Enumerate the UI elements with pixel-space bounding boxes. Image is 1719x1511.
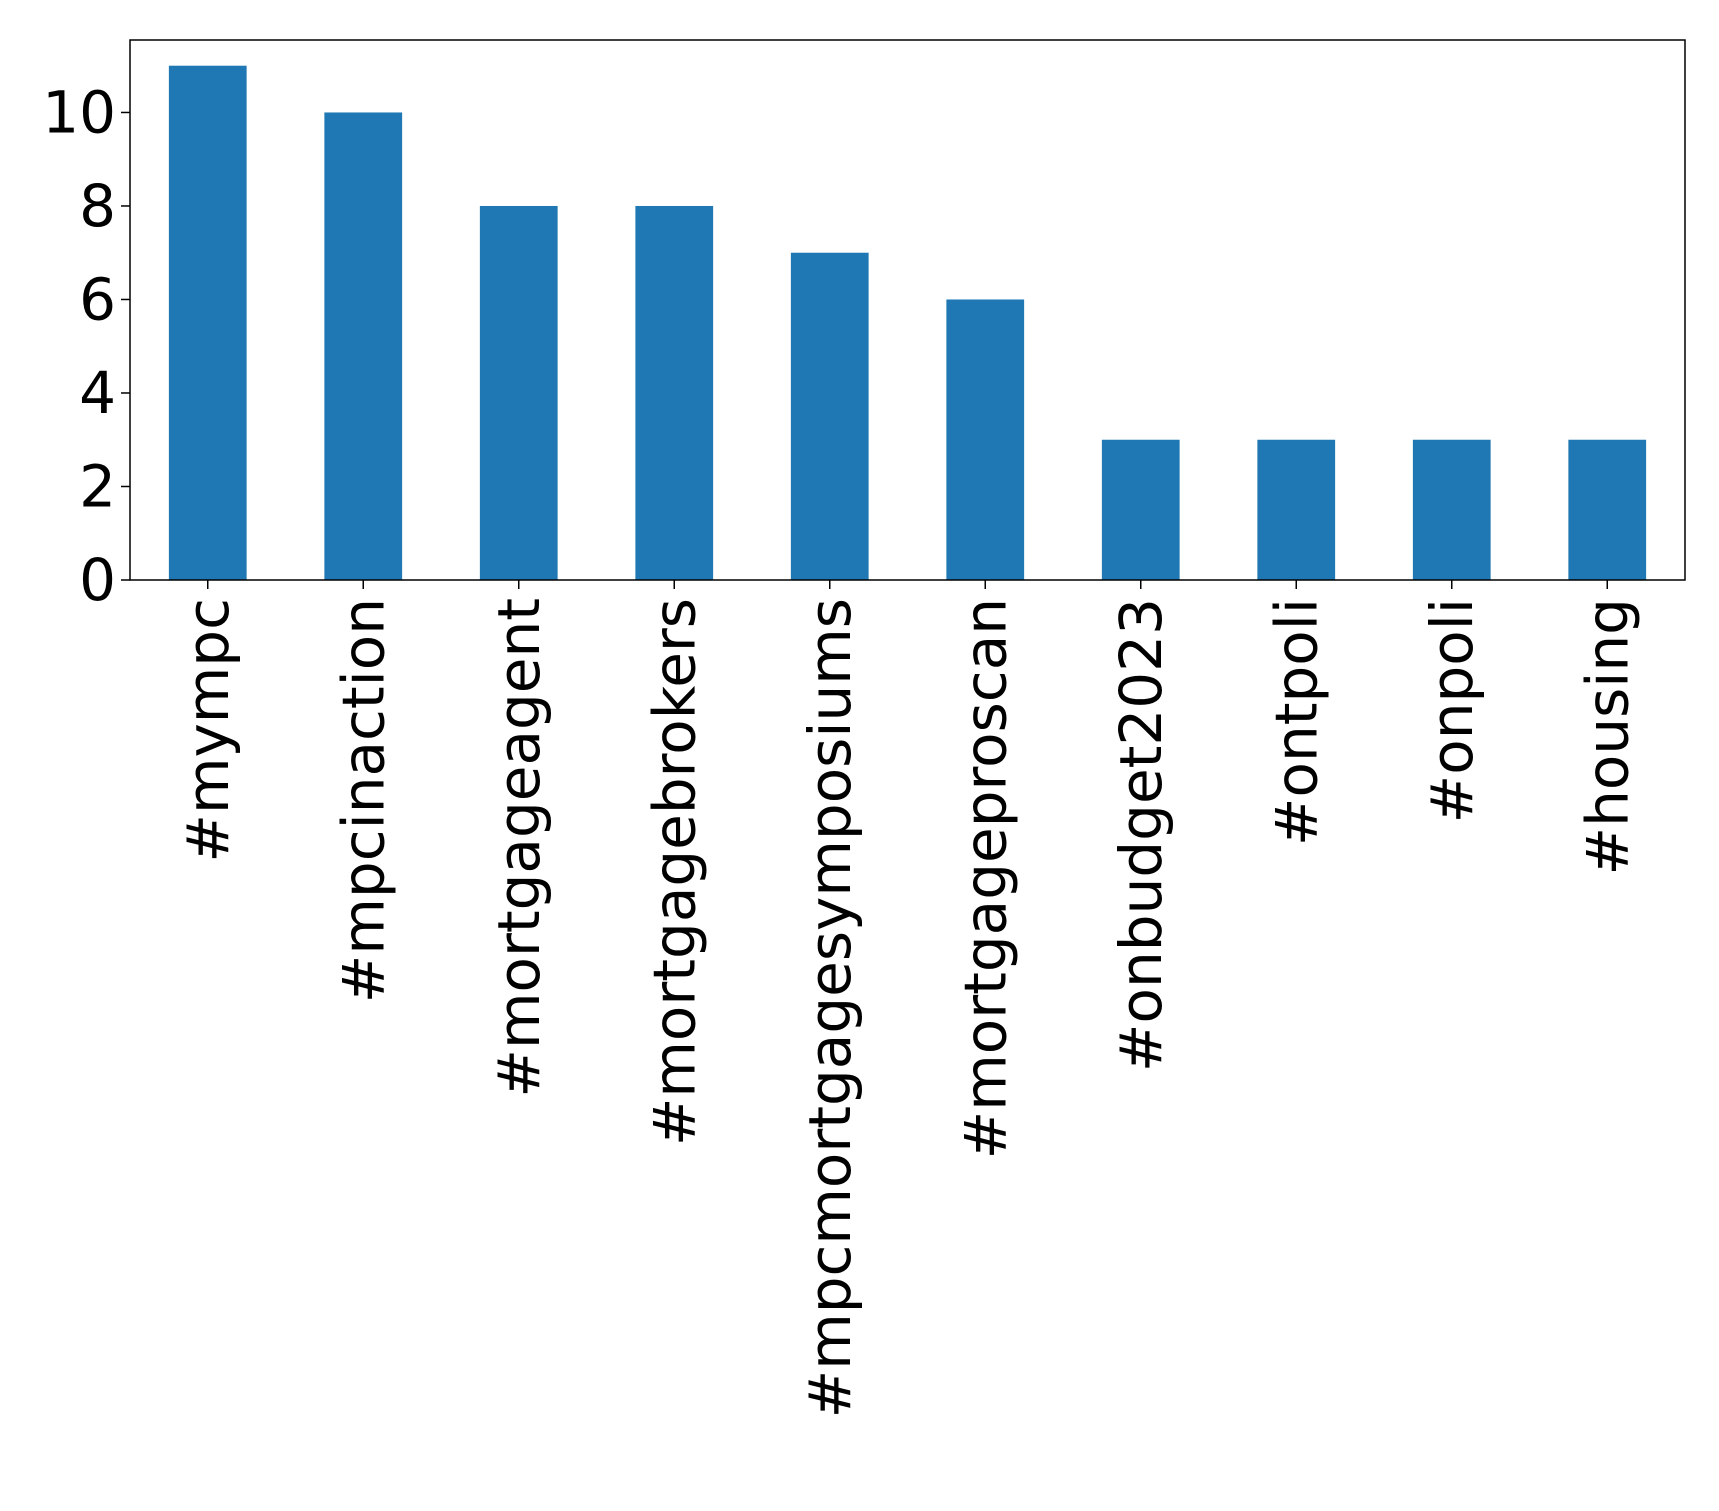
bar-mympc [168, 65, 247, 580]
x-tick-label: #ontpoli [1262, 598, 1330, 846]
x-tick-label: #housing [1573, 598, 1641, 876]
bar-ontpoli [1257, 439, 1336, 580]
bar-mortgageagent [479, 205, 558, 580]
x-axis: #mympc #mpcinaction #mortgageagent #mortgag… [174, 580, 1641, 1418]
bar-mortgageproscan [946, 299, 1025, 580]
x-tick-label: #mortgageagent [485, 598, 553, 1098]
bars-group [168, 65, 1647, 580]
y-tick-label: 8 [79, 172, 116, 240]
bar-mpcmortgagesymposiums [790, 252, 869, 580]
y-tick-label: 4 [79, 359, 116, 427]
y-tick-label: 0 [79, 546, 116, 614]
bar-onbudget2023 [1101, 439, 1180, 580]
bar-mortgagebrokers [635, 205, 714, 580]
plot-frame [129, 39, 1686, 581]
x-tick-label: #mortgagebrokers [640, 598, 708, 1146]
x-tick-label: #onbudget2023 [1107, 598, 1175, 1072]
x-tick-label: #mpcinaction [329, 598, 397, 1003]
y-tick-label: 6 [79, 265, 116, 333]
y-tick-label: 10 [42, 78, 116, 146]
bar-onpoli [1412, 439, 1491, 580]
bar-mpcinaction [324, 112, 403, 580]
bar-housing [1568, 439, 1647, 580]
x-tick-label: #mympc [174, 598, 242, 863]
y-axis: 0 2 4 6 8 10 [42, 78, 130, 614]
x-tick-label: #mpcmortgagesymposiums [796, 598, 864, 1418]
x-tick-label: #onpoli [1418, 598, 1486, 823]
x-tick-label: #mortgageproscan [951, 598, 1019, 1159]
y-tick-label: 2 [79, 452, 116, 520]
